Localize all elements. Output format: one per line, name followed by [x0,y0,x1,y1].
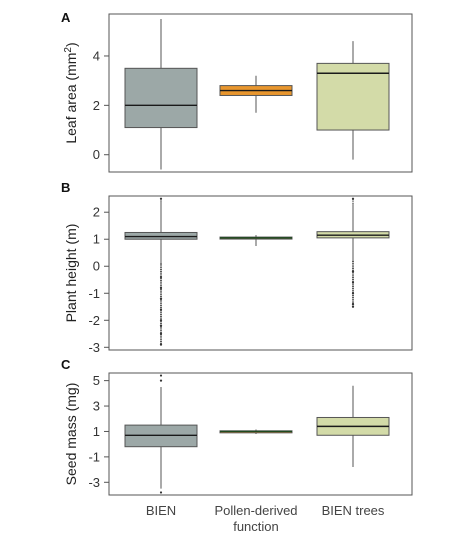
box-bien [124,18,198,170]
box-bien-trees [316,41,390,160]
y-axis-label: Plant height (m) [63,224,79,323]
y-tick-label: -2 [88,313,100,328]
y-tick-label: 1 [93,232,100,247]
x-category-label: BIEN [146,503,176,518]
panel-frame [108,195,413,351]
outlier-point [159,379,163,382]
box-pollen-derived [219,429,293,434]
panel-C: C 5 3 1 -1 -3 Seed mass (mg) [61,357,413,496]
outlier-point [159,374,163,377]
panel-letter: C [61,357,71,372]
panel-frame [108,13,413,173]
y-tick-label: 2 [93,98,100,113]
y-tick-label: 5 [93,373,100,388]
panel-B: B 2 1 0 -1 -2 -3 Plant height (m) [61,180,413,355]
box-bien [124,374,198,494]
y-axis-label: Leaf area (mm2) [63,42,80,143]
y-tick-label: 3 [93,399,100,414]
box-bien-trees [316,197,390,308]
box-rect [124,67,198,129]
box-rect [316,62,390,131]
y-tick-label: -1 [88,286,100,301]
y-tick-label: 4 [93,48,100,63]
panel-frame [108,372,413,496]
box-pollen-derived [219,235,293,246]
y-tick-label: -3 [88,475,100,490]
y-tick-label: -3 [88,340,100,355]
y-tick-label: 0 [93,259,100,274]
box-bien-trees [316,385,390,468]
y-tick-label: 1 [93,424,100,439]
panel-A: A 0 2 4 Leaf area (mm2) [61,10,413,173]
panel-letter: B [61,180,70,195]
x-category-label: function [233,519,279,534]
panel-letter: A [61,10,71,25]
box-bien [124,197,198,346]
y-tick-label: 2 [93,205,100,220]
x-category-label: Pollen-derived [214,503,297,518]
outlier-point [159,491,163,494]
x-category-label: BIEN trees [322,503,385,518]
y-tick-label: -1 [88,449,100,464]
y-tick-label: 0 [93,147,100,162]
box-pollen-derived [219,75,293,113]
y-axis-label: Seed mass (mg) [63,383,79,486]
